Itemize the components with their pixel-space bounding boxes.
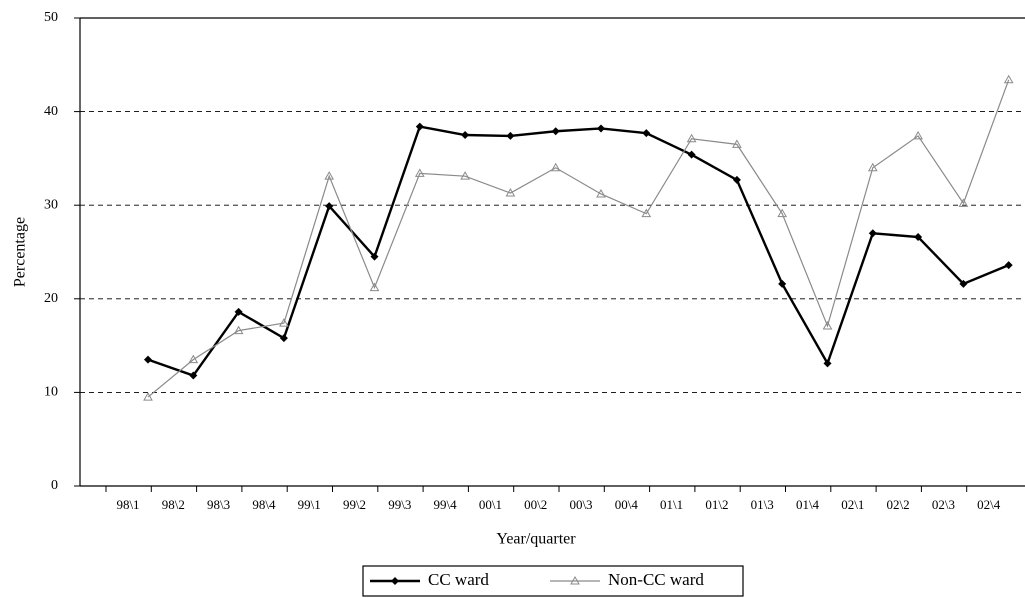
point — [642, 129, 651, 138]
x-axis-label: Year/quarter — [496, 531, 576, 548]
point — [687, 150, 696, 159]
point — [913, 130, 923, 140]
point — [914, 233, 923, 242]
x-tick-label: 98\2 — [162, 497, 185, 512]
x-tick-label: 00\2 — [524, 497, 547, 512]
series-line — [147, 125, 1010, 377]
point — [461, 131, 470, 139]
x-tick-label: 01\4 — [796, 497, 820, 512]
x-tick-label: 99\2 — [343, 497, 366, 512]
point — [279, 318, 289, 327]
point — [370, 252, 379, 261]
x-tick-label: 00\3 — [569, 497, 592, 512]
point — [325, 202, 334, 211]
x-tick-label: 02\1 — [841, 497, 864, 512]
point — [959, 279, 968, 288]
point — [822, 320, 833, 330]
y-tick-label: 0 — [51, 478, 58, 493]
point — [279, 334, 288, 343]
y-axis-label: Percentage — [12, 217, 29, 287]
point — [391, 577, 399, 585]
point — [777, 208, 788, 218]
x-tick-label: 00\1 — [479, 497, 502, 512]
point — [823, 359, 832, 368]
point — [570, 575, 580, 585]
x-tick-label: 02\3 — [932, 497, 955, 512]
point — [551, 127, 560, 136]
point — [188, 354, 199, 364]
point — [867, 162, 878, 172]
point — [596, 188, 606, 198]
x-tick-label: 02\4 — [977, 497, 1001, 512]
point — [732, 139, 742, 148]
point — [641, 208, 652, 218]
x-tick-label: 98\4 — [252, 497, 276, 512]
x-tick-label: 00\4 — [615, 497, 639, 512]
point — [234, 307, 243, 316]
point — [686, 133, 697, 143]
point — [414, 168, 425, 177]
x-tick-label: 98\1 — [116, 497, 139, 512]
point — [597, 124, 605, 133]
y-tick-label: 10 — [44, 385, 58, 400]
point — [415, 122, 424, 131]
y-tick-label: 40 — [44, 104, 58, 119]
series-line — [147, 79, 1010, 398]
point — [505, 188, 516, 197]
legend-label: Non-CC ward — [608, 570, 704, 589]
point — [144, 355, 152, 364]
x-tick-label: 98\3 — [207, 497, 230, 512]
point — [369, 282, 380, 292]
point — [550, 162, 561, 172]
y-tick-label: 50 — [44, 10, 58, 25]
point — [778, 279, 787, 288]
x-tick-label: 01\3 — [751, 497, 774, 512]
y-tick-label: 20 — [44, 291, 58, 306]
point — [868, 229, 877, 238]
point — [189, 371, 198, 380]
point — [506, 131, 515, 140]
point — [1003, 74, 1014, 84]
point — [958, 198, 969, 207]
y-tick-label: 30 — [44, 197, 58, 212]
x-tick-label: 99\4 — [434, 497, 458, 512]
x-tick-label: 99\3 — [388, 497, 411, 512]
point — [732, 175, 741, 184]
point — [1004, 261, 1013, 270]
x-tick-label: 01\1 — [660, 497, 683, 512]
point — [324, 171, 335, 180]
x-tick-label: 99\1 — [298, 497, 321, 512]
point — [460, 171, 470, 180]
legend-label: CC ward — [428, 570, 489, 589]
point — [233, 325, 244, 335]
x-tick-label: 02\2 — [887, 497, 910, 512]
x-tick-label: 01\2 — [705, 497, 728, 512]
point — [143, 392, 153, 401]
